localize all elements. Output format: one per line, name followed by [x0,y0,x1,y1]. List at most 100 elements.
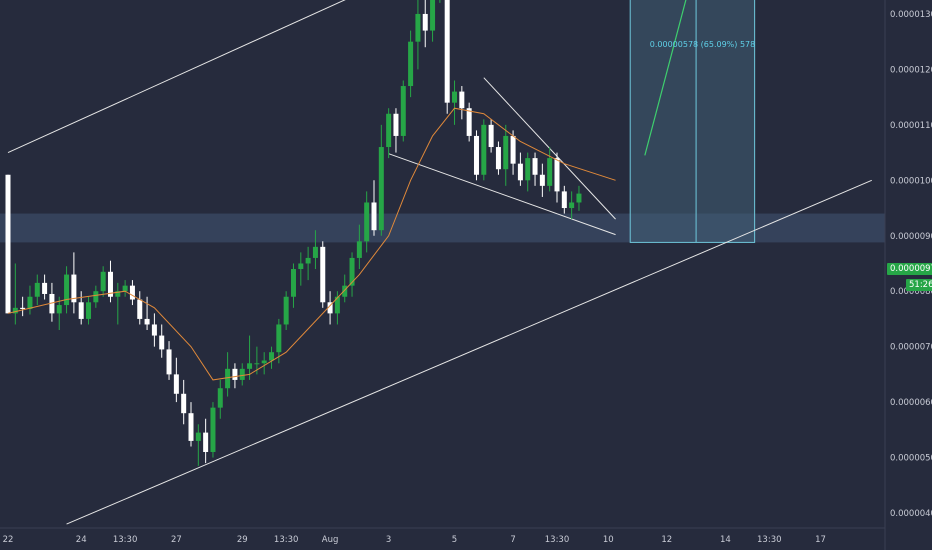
candle-body [576,193,582,203]
measure-label: 0.00000578 (65.09%) 578 [649,40,756,49]
candle-body [122,285,128,292]
candle [261,352,267,375]
time-tick-label: 10 [603,535,614,545]
candle [181,379,187,425]
price-tick-label: 0.00000900 [890,232,932,242]
candle-body [415,13,421,42]
time-tick-label: 3 [386,535,391,545]
candle-body [378,147,384,231]
time-axis[interactable]: 22 24 13:30 27 29 13:30 Aug 3 5 7 13:30 10 12 14 13:30… [3,535,826,545]
candle [517,152,523,186]
time-tick-label: 17 [815,535,826,545]
candle-body [444,0,450,103]
candle-body [12,307,18,314]
candle [159,324,165,358]
price-axis[interactable]: 0.000016000.000015000.000014000.00001300… [890,0,932,519]
candle-body [115,291,121,297]
candle [547,147,553,192]
time-tick-label: 27 [171,535,182,545]
candle [210,402,216,458]
candle-body [159,335,165,350]
candle-body [269,352,275,361]
candle [510,130,516,175]
candle [298,252,304,286]
candle-body [188,413,194,441]
candle [488,119,494,153]
candle-body [100,271,106,292]
candle [247,335,253,380]
time-tick-label: 7 [510,535,515,545]
candle [422,0,428,48]
candle-body [532,158,538,175]
price-tick-label: 0.00001000 [890,176,932,186]
candle [129,280,135,306]
price-tick-label: 0.00000700 [890,343,932,353]
projection-arrow-line [644,0,687,156]
candle-body [356,241,362,258]
candle-body [247,363,253,369]
time-tick-label: Aug [322,535,339,545]
candle-body [42,282,48,294]
candle [232,363,238,389]
candlestick-series [5,0,582,466]
candle-body [34,282,40,297]
candle [393,108,399,153]
candle [283,291,289,331]
candle-body [129,285,135,300]
candle-body [166,349,172,375]
candle [539,163,545,197]
candle [532,152,538,186]
candle [217,379,223,419]
channel-upper-line[interactable] [7,0,491,154]
candle [569,191,575,220]
candle-body [400,86,406,136]
candle [290,263,296,308]
candle-body [349,257,355,286]
wedge-lower-line[interactable] [388,153,616,236]
candle [20,296,26,317]
candle [444,0,450,114]
candle-body [217,388,223,408]
candle [495,141,501,175]
channel-lower-line[interactable] [66,179,872,525]
candle [56,296,62,331]
candle-body [78,302,84,319]
candle-body [195,432,201,441]
candle-body [569,202,575,209]
measure-box[interactable] [629,0,756,243]
candle-body [283,296,289,325]
candle [166,341,172,380]
candle-body [49,293,55,314]
candle-countdown-label: 51:26 [906,279,932,291]
candle-body [20,307,26,309]
candle [34,274,40,306]
candle [312,230,318,270]
candle [100,266,106,297]
candle-body [488,124,494,148]
candle-body [225,368,231,389]
candle-body [561,191,567,209]
candle-body [452,91,458,103]
candle-body [481,124,487,175]
candle-body [254,363,260,365]
candle [12,263,18,325]
time-tick-label: 14 [720,535,731,545]
candle [188,402,194,447]
candle [144,296,150,331]
price-tick-label: 0.00001300 [890,10,932,20]
candle [342,274,348,303]
candle [554,152,560,203]
candle-body [298,263,304,270]
candle-body [408,41,414,87]
candle [195,424,201,466]
price-tick-label: 0.00001200 [890,65,932,75]
candle [122,280,128,297]
candle [173,357,179,403]
candle [305,246,311,281]
candle-body [495,147,501,170]
candle-body [93,291,99,303]
time-tick-label: 29 [237,535,248,545]
candle-body [305,257,311,264]
candle-body [554,158,560,192]
